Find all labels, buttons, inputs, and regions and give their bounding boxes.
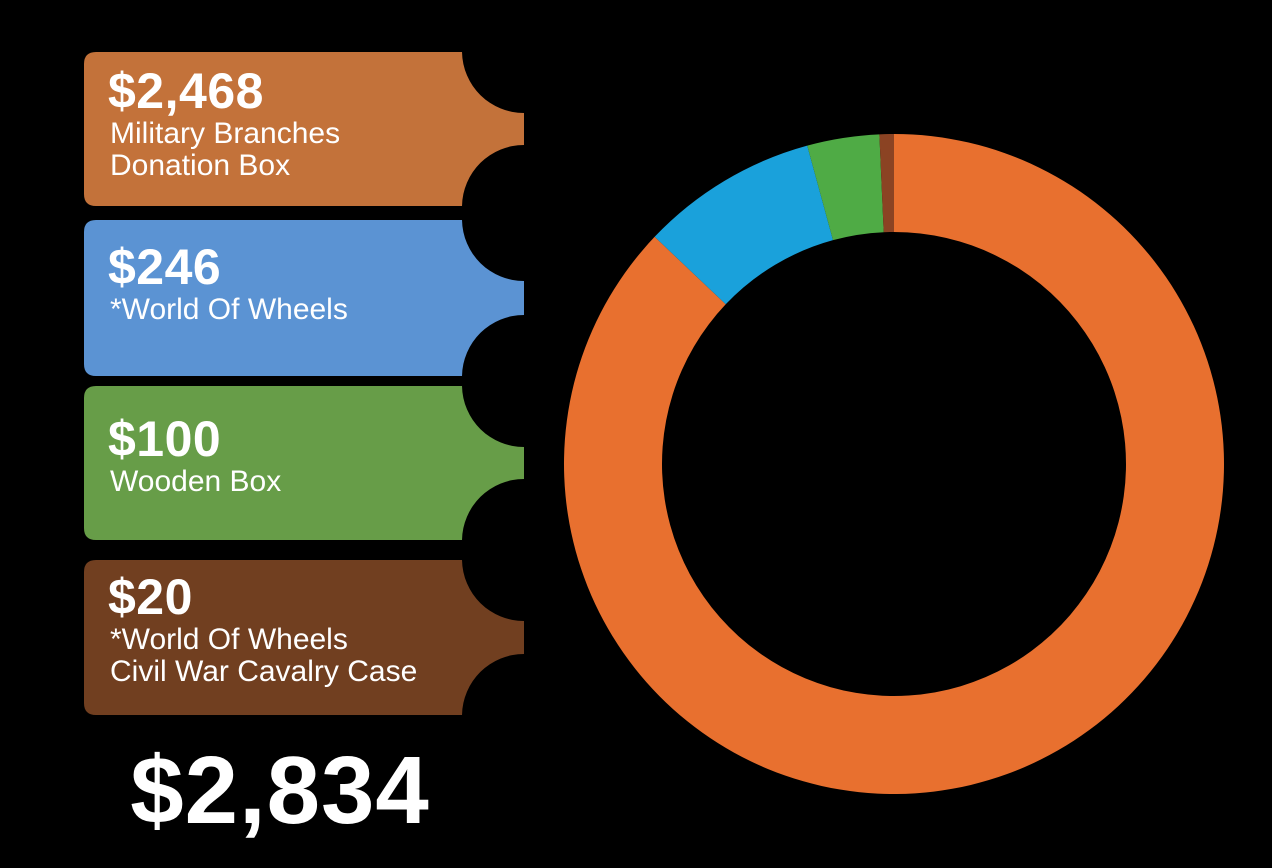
legend-description: *World Of Wheels <box>110 293 348 326</box>
legend-description: Wooden Box <box>110 465 282 498</box>
donut-slice-military-branches-donation-box <box>563 134 1224 794</box>
legend-item-world-of-wheels: $246 *World Of Wheels <box>84 240 464 326</box>
legend-box-wooden-box <box>84 386 524 540</box>
legend-item-world-of-wheels-civil-war-cavalry-case: $20 *World Of Wheels Civil War Cavalry C… <box>84 570 464 688</box>
legend-amount: $246 <box>108 239 222 295</box>
donut-slice-wooden-box <box>807 134 884 241</box>
legend <box>84 52 524 715</box>
donut-chart <box>563 134 1224 794</box>
total-amount: $2,834 <box>130 737 430 844</box>
legend-amount: $2,468 <box>108 63 264 119</box>
legend-description: Military Branches Donation Box <box>110 117 341 182</box>
legend-amount: $20 <box>108 569 193 625</box>
legend-box-world-of-wheels <box>84 220 524 376</box>
donut-slice-world-of-wheels-civil-war-cavalry-case <box>879 134 894 233</box>
legend-item-wooden-box: $100 Wooden Box <box>84 412 464 498</box>
legend-amount: $100 <box>108 411 222 467</box>
legend-description: *World Of Wheels Civil War Cavalry Case <box>110 623 418 688</box>
legend-item-military-branches-donation-box: $2,468 Military Branches Donation Box <box>84 64 464 182</box>
legend-box-world-of-wheels-civil-war-cavalry-case <box>84 560 524 715</box>
donut-slice-world-of-wheels <box>654 145 834 305</box>
legend-box-military-branches-donation-box <box>84 52 524 206</box>
